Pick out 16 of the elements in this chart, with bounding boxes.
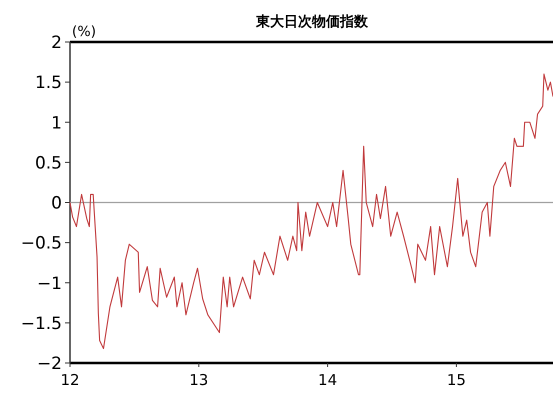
y-tick-label: 1.5 [34,73,62,94]
y-tick-label: −0.5 [20,234,62,254]
y-tick-label: −2 [36,354,62,374]
y-tick-label: 2 [51,33,62,53]
y-tick-label: −1.5 [20,314,62,334]
y-axis-title: (%) [72,24,96,40]
y-tick-label: 0.5 [34,153,62,174]
x-tick-label: 15 [446,371,466,389]
x-tick-label: 14 [318,371,338,389]
chart-title: 東大日次物価指数 [255,14,369,30]
line-series [69,74,553,350]
y-tick-label: −1 [36,274,62,294]
y-tick-label: 0 [51,194,62,214]
x-tick-label: 12 [60,371,80,389]
x-tick-label: 13 [189,371,208,389]
y-tick-label: 1 [51,113,62,134]
